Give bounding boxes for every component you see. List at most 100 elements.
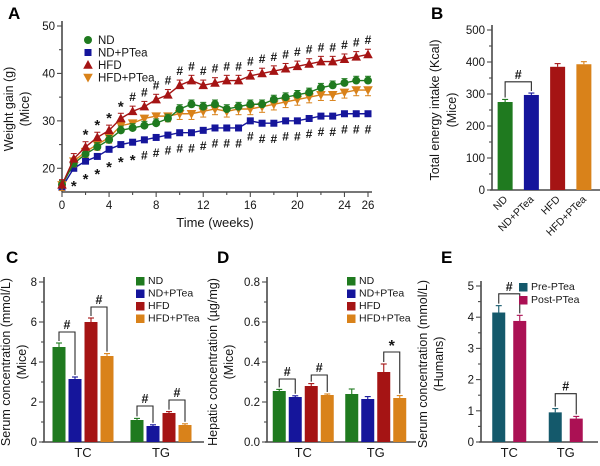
sig-hash: # xyxy=(318,125,325,139)
y-tick-label: 5 xyxy=(468,281,474,293)
legend-label: ND+PTea xyxy=(148,288,193,300)
y-axis: 0 2 4 6 8 xyxy=(31,277,45,449)
sig-hash: # xyxy=(153,146,160,160)
y-axis-label: (Mice) xyxy=(18,92,32,127)
y-tick-label: 2 xyxy=(31,397,37,409)
y-tick-label: 0.4 xyxy=(244,357,261,369)
sig-asterisk: * xyxy=(118,154,124,171)
triangle-down-marker xyxy=(139,114,150,124)
triangle-down-marker xyxy=(151,112,161,122)
panel-d-hepatic-mice-bar-chart: 0.0 0.2 0.4 0.6 0.8 Hepatic concentration (µg… xyxy=(206,275,416,460)
sig-hash: # xyxy=(316,361,323,375)
panel-e-label: E xyxy=(441,248,453,267)
square-marker xyxy=(176,129,184,137)
bar-Post-PTea-TG xyxy=(569,418,583,442)
sig-hash: # xyxy=(282,47,289,61)
sig-hash: # xyxy=(153,78,160,92)
sig-asterisk: * xyxy=(106,110,112,127)
bars xyxy=(272,363,407,442)
y-axis: 20 30 40 50 xyxy=(42,21,63,192)
circle-marker xyxy=(281,93,290,102)
y-tick-label: 40 xyxy=(42,68,55,80)
panel-c-label: C xyxy=(6,248,19,267)
triangle-up-marker xyxy=(127,106,138,116)
triangle-up-marker xyxy=(151,94,161,104)
x-tick-label: 20 xyxy=(291,200,304,212)
sig-hash: # xyxy=(176,141,183,155)
sig-hash: # xyxy=(329,125,336,139)
square-marker xyxy=(270,119,278,127)
triangle-up-marker xyxy=(221,75,232,85)
y-tick-label: 20 xyxy=(42,163,55,175)
triangle-up-marker xyxy=(245,70,256,80)
triangle-up-marker xyxy=(280,63,291,73)
triangle-up-marker xyxy=(269,66,279,75)
legend-label: HFD xyxy=(148,300,170,312)
bar-Pre-PTea-TC xyxy=(492,312,506,442)
triangle-up-marker xyxy=(116,113,126,123)
sig-hash: # xyxy=(235,59,242,73)
circle-marker xyxy=(199,102,208,111)
sig-hash: # xyxy=(129,90,136,104)
triangle-down-marker xyxy=(327,90,338,100)
sig-hash: # xyxy=(294,45,301,59)
legend-label: HFD+PTea xyxy=(148,313,200,325)
y-tick-label: 300 xyxy=(466,89,485,101)
bar-ND+PTea-TC xyxy=(68,379,82,442)
y-tick-label: 6 xyxy=(31,317,37,329)
y-tick-label: 0 xyxy=(31,437,37,449)
y-tick-label: 4 xyxy=(468,312,475,324)
legend-swatch xyxy=(347,314,356,323)
bar-HFD+PTea-TG xyxy=(393,398,407,442)
sig-hash: # xyxy=(341,122,348,136)
square-marker xyxy=(305,114,313,122)
bar-Total energy intake-ND xyxy=(497,102,513,190)
y-axis: 0.0 0.2 0.4 0.6 0.8 xyxy=(244,277,268,449)
y-axis-label: Serum concentration (mmol/L) xyxy=(0,278,13,446)
sig-hash: # xyxy=(141,85,148,99)
sig-hash: # xyxy=(365,33,372,47)
x-category-label: TC xyxy=(501,445,518,460)
legend-swatch xyxy=(136,277,145,286)
x-axis-label: Time (weeks) xyxy=(176,215,254,230)
y-tick-label: 0.2 xyxy=(244,397,260,409)
x-tick-label: 4 xyxy=(106,200,113,212)
panel-b-energy-intake-bar-chart: 0 100 200 300 400 500 Total energy intake (Kca… xyxy=(428,25,600,239)
sig-hash: # xyxy=(353,36,360,50)
y-tick-label: 0 xyxy=(479,185,485,197)
legend-swatch xyxy=(136,289,145,298)
triangle-up-marker xyxy=(233,75,244,85)
y-tick-label: 0.0 xyxy=(244,437,260,449)
significance-brackets: # # # # xyxy=(58,293,186,423)
sig-asterisk: * xyxy=(94,117,100,134)
y-tick-label: 100 xyxy=(466,153,485,165)
sig-asterisk: * xyxy=(130,152,136,169)
sig-hash: # xyxy=(235,137,242,151)
sig-hash: # xyxy=(329,40,336,54)
sig-hash: # xyxy=(271,50,278,64)
circle-marker xyxy=(328,81,337,90)
y-axis-label: (Mice) xyxy=(15,345,29,380)
x-category-label: TG xyxy=(557,445,575,460)
legend-label: HFD xyxy=(359,300,381,312)
square-marker xyxy=(329,112,337,120)
bars xyxy=(492,305,583,442)
circle-marker xyxy=(128,123,137,132)
circle-marker xyxy=(222,105,231,113)
legend-label: ND xyxy=(359,275,375,287)
y-axis-label: (Mice) xyxy=(445,93,459,128)
square-marker xyxy=(82,157,90,165)
y-axis-label: Hepatic concentration (µg/mg) xyxy=(206,278,220,446)
x-category-label: TC xyxy=(295,445,312,460)
square-marker xyxy=(211,124,219,132)
sig-hash: # xyxy=(96,293,103,307)
bar-HFD-TC xyxy=(84,322,98,442)
triangle-up-marker xyxy=(163,89,173,99)
triangle-up-marker xyxy=(104,125,114,135)
square-marker xyxy=(152,133,160,141)
sig-hash: # xyxy=(259,132,266,146)
legend-label: HFD+PTea xyxy=(98,73,155,85)
legend-label: ND+PTea xyxy=(359,288,404,300)
